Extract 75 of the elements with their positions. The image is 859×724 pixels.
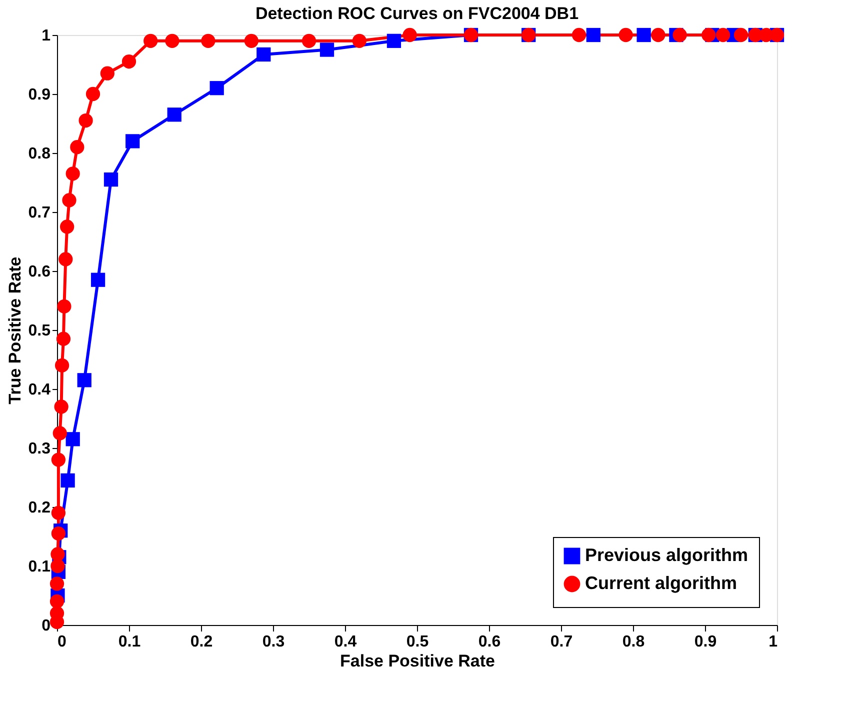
x-tick-label: 0.7 (550, 634, 573, 650)
point (165, 34, 180, 48)
point (651, 28, 666, 42)
x-tick-label: 0 (58, 634, 66, 650)
point (51, 506, 66, 520)
point (90, 272, 106, 287)
y-tick-label: 0 (42, 618, 51, 634)
point (77, 373, 92, 388)
x-axis-title: False Positive Rate (340, 652, 495, 670)
x-tick-label: 1 (768, 634, 778, 650)
y-tick-label: 0.7 (28, 204, 51, 222)
point (586, 28, 600, 42)
point (201, 34, 216, 48)
point (402, 28, 417, 42)
point (50, 558, 65, 574)
point (62, 193, 76, 208)
point (57, 299, 72, 314)
point (86, 86, 100, 102)
x-tick-label: 0.3 (262, 634, 285, 650)
point (386, 34, 402, 48)
y-tick-label: 0.1 (28, 558, 51, 576)
y-tick-label: 0.9 (28, 86, 51, 104)
point (54, 400, 68, 414)
point (320, 42, 334, 57)
x-tick-label: 0.2 (190, 634, 213, 650)
point (572, 28, 586, 42)
point (256, 47, 271, 62)
point (716, 28, 730, 42)
chart-title: Detection ROC Curves on FVC2004 DB1 (255, 4, 579, 23)
point (734, 28, 748, 42)
x-tick-label: 0.4 (334, 634, 357, 650)
point (50, 594, 64, 608)
point (126, 134, 140, 148)
y-tick-label: 0.6 (28, 264, 51, 280)
point (702, 28, 716, 42)
point (167, 108, 182, 122)
point (302, 34, 316, 48)
point (210, 81, 224, 96)
point (352, 34, 366, 48)
y-tick-label: 0.5 (28, 322, 51, 340)
y-tick-label: 1 (42, 28, 51, 44)
point (672, 28, 687, 42)
point (56, 332, 71, 346)
y-tick-label: 0.8 (28, 146, 51, 162)
y-tick-label: 0.2 (28, 500, 51, 516)
point (50, 547, 65, 562)
point (70, 140, 84, 154)
y-axis-title: True Positive Rate (5, 256, 24, 404)
point (636, 28, 651, 42)
point (78, 113, 93, 128)
point (122, 54, 136, 69)
point (100, 66, 114, 80)
point (52, 426, 67, 440)
point (66, 166, 80, 181)
legend-label: Previous algorithm (585, 545, 748, 565)
x-tick-label: 0.9 (694, 634, 717, 650)
x-tick-label: 0.6 (478, 634, 501, 650)
y-tick-label: 0.4 (28, 382, 51, 398)
point (54, 358, 70, 372)
legend-label: Current algorithm (585, 573, 738, 593)
point (60, 473, 75, 488)
x-tick-label: 0.8 (622, 634, 645, 650)
point (60, 220, 74, 234)
point (58, 252, 73, 266)
point (51, 452, 66, 467)
point (104, 172, 118, 187)
point (618, 28, 633, 42)
x-tick-label: 0.1 (118, 634, 141, 650)
y-tick-label: 0.3 (28, 440, 51, 458)
point (51, 526, 66, 541)
point (144, 34, 158, 48)
point (66, 432, 80, 446)
point (50, 576, 64, 591)
x-tick-label: 0.5 (406, 634, 429, 650)
point (244, 34, 258, 48)
